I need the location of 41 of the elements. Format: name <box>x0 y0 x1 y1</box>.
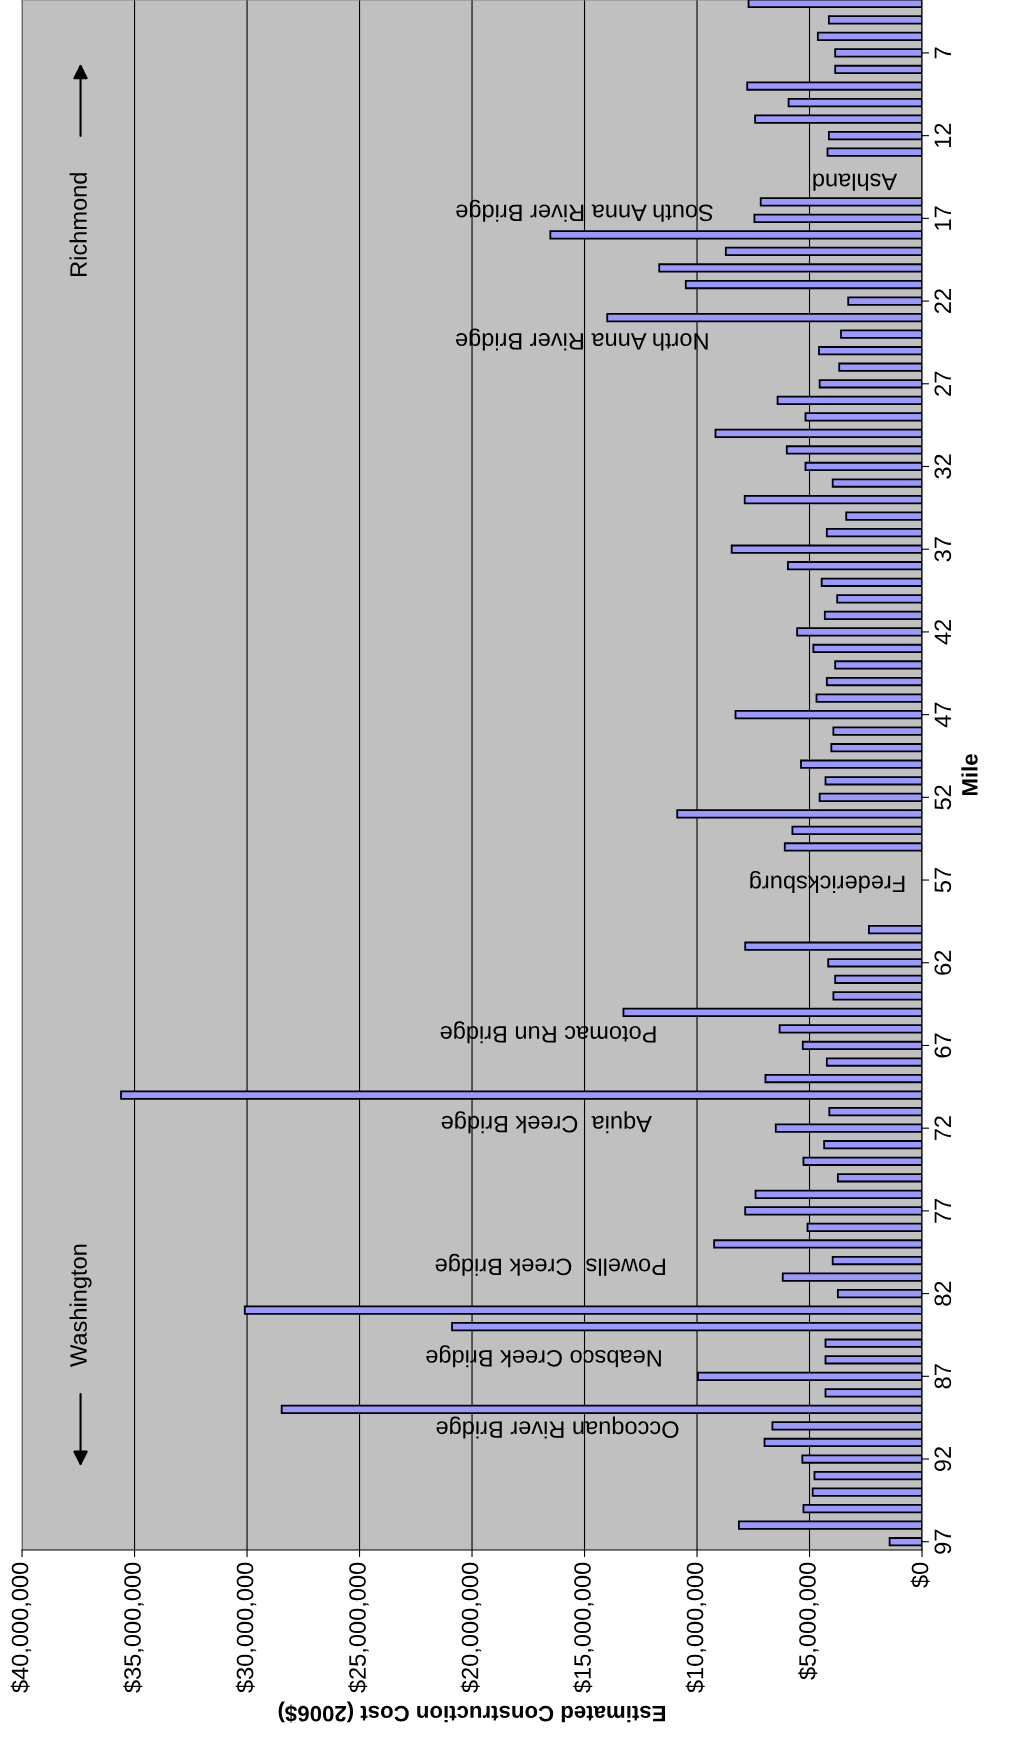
annotation: Washington <box>69 1244 92 1367</box>
y-axis-title: Mile <box>961 754 978 796</box>
y-tick-label: 22 <box>934 289 951 314</box>
y-tick-label: 87 <box>934 1364 952 1389</box>
y-tick-label: 27 <box>934 371 951 396</box>
y-tick-label: 12 <box>934 123 951 147</box>
y-tick-label: 47 <box>934 702 951 728</box>
annotation: North Anna River Bridge <box>456 328 708 351</box>
x-tick-label: $25,000,000 <box>348 1562 369 1693</box>
y-tick-label: 52 <box>934 785 952 810</box>
annotation: Ashland <box>813 173 898 191</box>
y-tick-label: 97 <box>934 1529 952 1554</box>
x-tick-label: $30,000,000 <box>235 1562 257 1693</box>
y-tick-label: 32 <box>934 454 952 479</box>
y-tick-label: 42 <box>934 619 951 645</box>
y-tick-label: 57 <box>934 868 952 893</box>
annotation: Fredericksburg <box>750 870 905 893</box>
x-tick-label: $20,000,000 <box>460 1562 482 1693</box>
y-tick-label: 37 <box>934 537 952 562</box>
annotation: Powells Creek Bridge <box>435 1253 665 1276</box>
x-tick-label: $15,000,000 <box>573 1562 594 1693</box>
y-tick-label: 7 <box>934 47 951 59</box>
y-tick-label: 62 <box>934 950 952 975</box>
annotation: Aquia Creek Bridge <box>441 1111 652 1134</box>
y-tick-label: 77 <box>934 1198 951 1223</box>
x-tick-label: $0 <box>910 1562 930 1588</box>
x-tick-label: $40,000,000 <box>10 1562 32 1693</box>
annotation: Richmond <box>69 173 87 276</box>
y-tick-label: 82 <box>934 1281 952 1306</box>
y-tick-label: 92 <box>934 1447 952 1472</box>
x-axis-title: Estimated Construction Cost (2006$) <box>278 1701 666 1723</box>
x-tick-label: $5,000,000 <box>798 1562 819 1680</box>
y-tick-label: 72 <box>934 1116 951 1141</box>
x-tick-label: $10,000,000 <box>685 1562 707 1693</box>
x-tick-label: $35,000,000 <box>123 1562 144 1693</box>
annotation: Potomac Run Bridge <box>440 1021 656 1044</box>
annotation: Occoquan River Bridge <box>436 1416 679 1439</box>
y-tick-label: 67 <box>934 1033 952 1058</box>
annotation: South Anna River Bridge <box>456 199 713 222</box>
y-tick-label: 17 <box>934 206 951 230</box>
annotation: Neabsco Creek Bridge <box>426 1345 661 1368</box>
